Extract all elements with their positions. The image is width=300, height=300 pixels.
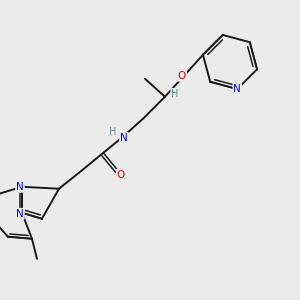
Text: H: H [171,89,178,99]
Text: O: O [117,170,125,180]
Text: N: N [16,209,24,219]
Text: H: H [109,127,117,137]
Text: N: N [120,133,128,143]
Text: N: N [16,182,24,192]
Text: N: N [233,84,241,94]
Text: O: O [178,71,186,81]
